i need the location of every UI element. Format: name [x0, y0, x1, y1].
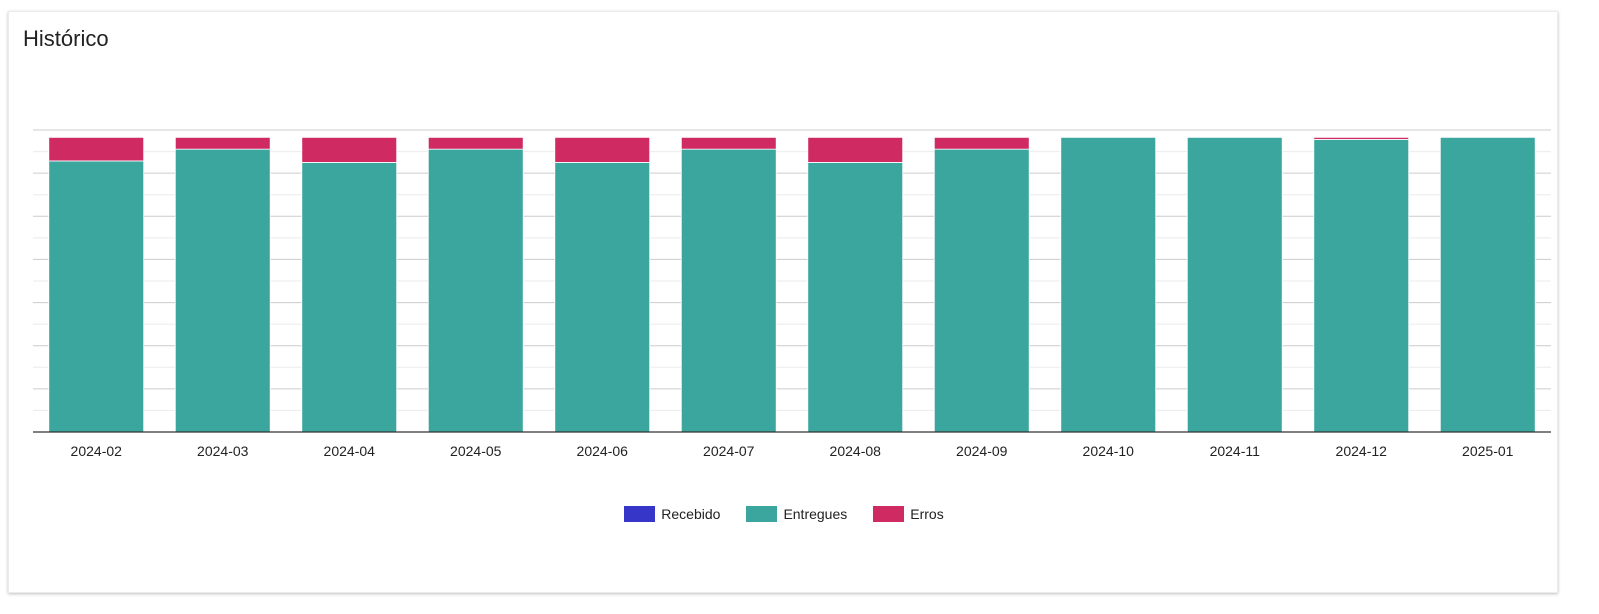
x-tick-label: 2024-04: [324, 443, 376, 459]
bar-entregues-2024-12[interactable]: [1313, 139, 1410, 433]
bar-entregues-2024-11[interactable]: [1186, 136, 1283, 433]
x-tick-label: 2024-05: [450, 443, 502, 459]
bar-erros-2024-02[interactable]: [48, 136, 145, 162]
bar-entregues-2024-04[interactable]: [301, 162, 398, 433]
chart-card: Histórico 2024-02 2024-03 2024-04 2024-05 20…: [8, 11, 1558, 593]
bar-erros-2024-12[interactable]: [1313, 136, 1410, 140]
legend-item-entregues[interactable]: Entregues: [746, 506, 847, 522]
bar-entregues-2024-05[interactable]: [427, 148, 524, 433]
chart-title: Histórico: [23, 26, 109, 51]
bar-entregues-2024-10[interactable]: [1060, 136, 1157, 433]
bar-entregues-2024-03[interactable]: [174, 148, 271, 433]
bar-erros-2024-05[interactable]: [427, 136, 524, 150]
legend-swatch: [746, 506, 778, 522]
bar-erros-2024-07[interactable]: [680, 136, 777, 150]
bar-entregues-2024-07[interactable]: [680, 148, 777, 433]
x-tick-label: 2024-12: [1336, 443, 1388, 459]
legend-item-recebido[interactable]: Recebido: [624, 506, 720, 522]
bar-erros-2024-06[interactable]: [554, 136, 651, 163]
legend-swatch: [873, 506, 905, 522]
legend-label: Recebido: [661, 506, 721, 522]
x-tick-label: 2024-09: [956, 443, 1008, 459]
stacked-bar-chart: 2024-02 2024-03 2024-04 2024-05 2024-06 2024-…: [33, 129, 1551, 459]
legend-swatch: [624, 506, 656, 522]
legend-item-erros[interactable]: Erros: [873, 506, 944, 522]
legend-label: Erros: [910, 506, 944, 522]
legend: Recebido Entregues Erros: [9, 506, 1559, 522]
bar-entregues-2024-09[interactable]: [933, 148, 1030, 433]
legend-label: Entregues: [783, 506, 848, 522]
bar-entregues-2024-02[interactable]: [48, 160, 145, 433]
x-tick-label: 2024-02: [71, 443, 123, 459]
bar-erros-2024-04[interactable]: [301, 136, 398, 163]
bar-erros-2024-08[interactable]: [807, 136, 904, 163]
x-tick-label: 2024-06: [577, 443, 629, 459]
bars: [48, 136, 1536, 433]
x-tick-label: 2024-10: [1083, 443, 1135, 459]
bar-entregues-2024-06[interactable]: [554, 162, 651, 433]
bar-entregues-2025-01[interactable]: [1439, 136, 1536, 433]
x-tick-label: 2024-08: [830, 443, 882, 459]
bar-entregues-2024-08[interactable]: [807, 162, 904, 433]
x-tick-label: 2025-01: [1462, 443, 1514, 459]
x-tick-label: 2024-11: [1210, 443, 1261, 459]
x-tick-label: 2024-03: [197, 443, 249, 459]
bar-erros-2024-03[interactable]: [174, 136, 271, 150]
grid-lines: [33, 129, 1551, 411]
x-tick-labels: 2024-02 2024-03 2024-04 2024-05 2024-06 2024-…: [71, 443, 1514, 459]
bar-erros-2024-09[interactable]: [933, 136, 1030, 150]
x-tick-label: 2024-07: [703, 443, 755, 459]
